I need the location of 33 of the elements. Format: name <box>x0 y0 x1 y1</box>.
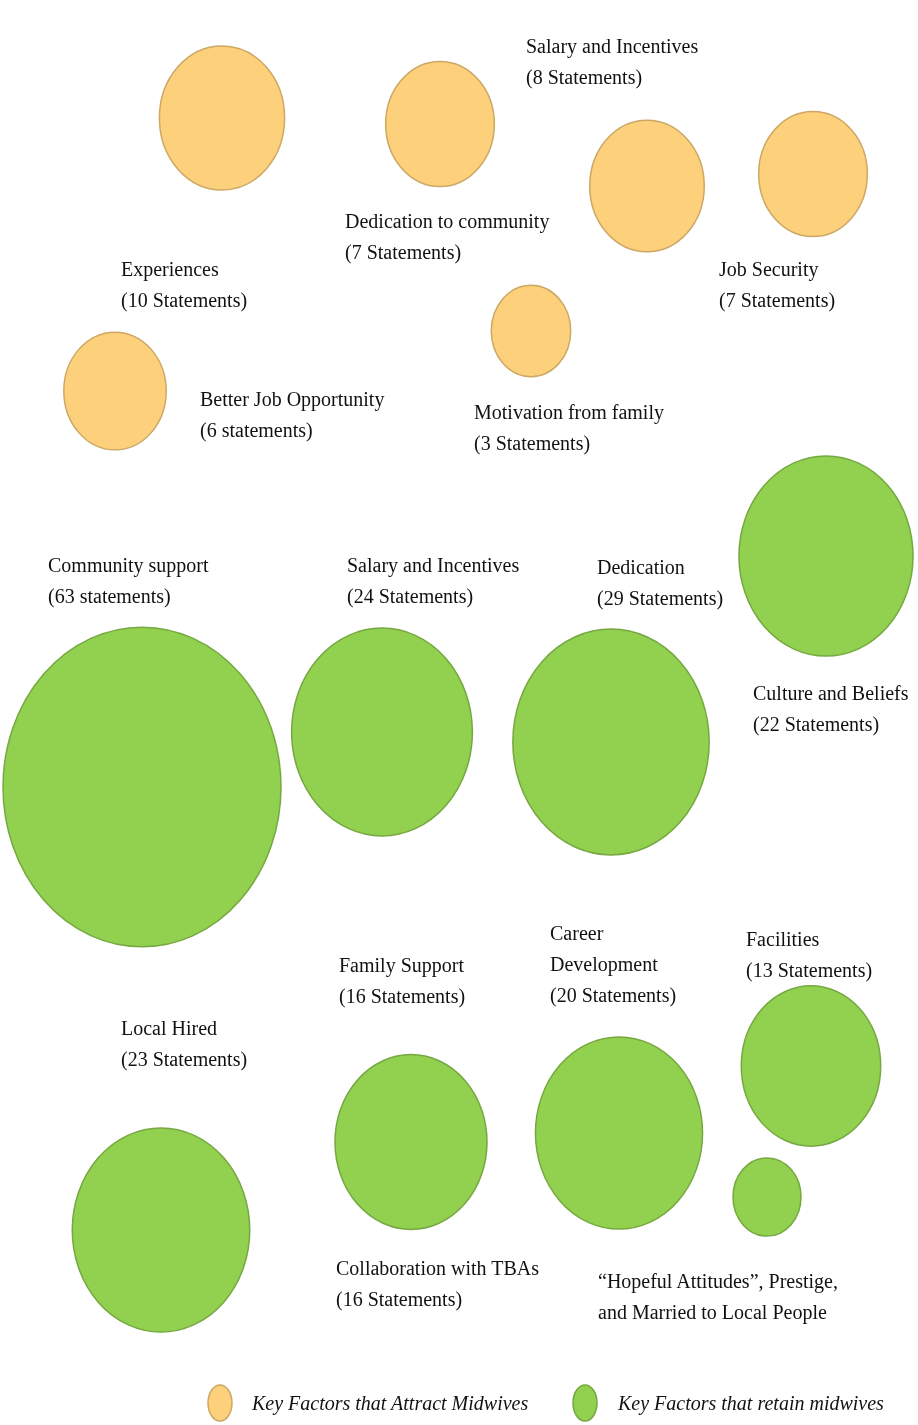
category-label: Facilities <box>746 928 820 950</box>
category-label: Experiences <box>121 258 219 281</box>
data-label: (16 Statements) <box>336 1288 463 1311</box>
legend-label: Key Factors that Attract Midwives <box>251 1392 529 1415</box>
category-label: Salary and Incentives <box>526 35 699 58</box>
data-label: (24 Statements) <box>347 585 474 608</box>
category-label: Motivation from family <box>474 401 664 424</box>
data-label: (29 Statements) <box>597 587 724 610</box>
data-label: (13 Statements) <box>746 959 873 982</box>
category-label: Community support <box>48 554 210 577</box>
data-label: (10 Statements) <box>121 289 248 312</box>
category-label: Dedication to community <box>345 210 550 233</box>
category-label: Culture and Beliefs <box>753 682 909 704</box>
data-label: (7 Statements) <box>345 241 462 264</box>
data-label: (6 statements) <box>200 419 313 442</box>
legend-label: Key Factors that retain midwives <box>617 1392 885 1415</box>
category-label: Dedication <box>597 556 685 578</box>
data-label: (3 Statements) <box>474 432 591 455</box>
data-label: (16 Statements) <box>339 985 466 1008</box>
category-label: Salary and Incentives <box>347 554 520 577</box>
category-label: Career Development <box>550 922 659 976</box>
data-label: (63 statements) <box>48 585 171 608</box>
data-label: (23 Statements) <box>121 1048 248 1071</box>
category-label: Family Support <box>339 954 465 977</box>
category-label: Job Security <box>719 258 819 281</box>
category-label: Collaboration with TBAs <box>336 1257 540 1279</box>
category-label: Local Hired <box>121 1017 218 1039</box>
data-label: (7 Statements) <box>719 289 836 312</box>
data-label: (20 Statements) <box>550 984 677 1007</box>
data-label: (22 Statements) <box>753 713 880 736</box>
category-label: Better Job Opportunity <box>200 388 385 411</box>
category-label: “Hopeful Attitudes”, Prestige, and Married to Local People <box>598 1270 838 1324</box>
data-label: (8 Statements) <box>526 66 643 89</box>
